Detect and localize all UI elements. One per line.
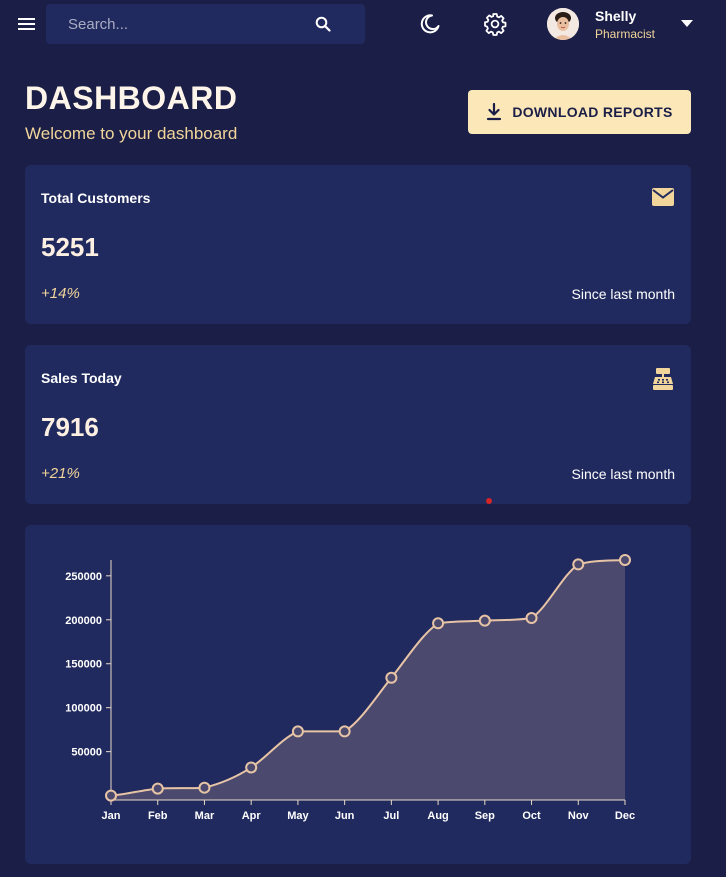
data-point: [291, 725, 304, 738]
search-input[interactable]: [68, 4, 308, 44]
x-tick-label: Feb: [148, 810, 168, 822]
indicator-dot: [486, 498, 492, 504]
chart-area-fill: [111, 560, 625, 800]
x-tick-label: Aug: [427, 810, 448, 822]
card-title: Total Customers: [41, 190, 151, 206]
data-point: [619, 554, 631, 566]
x-tick-label: Apr: [242, 810, 262, 822]
card-change: +21%: [41, 465, 80, 482]
card-title: Sales Today: [41, 370, 122, 386]
download-icon: [487, 103, 502, 121]
data-point: [432, 617, 445, 630]
x-tick-label: Jan: [102, 810, 121, 822]
x-tick-label: May: [287, 810, 309, 822]
data-point: [338, 725, 351, 738]
top-bar: Shelly Pharmacist: [0, 0, 726, 50]
download-reports-label: DOWNLOAD REPORTS: [512, 104, 673, 120]
area-chart: 50000 100000 150000 200000 250000 Jan Feb Mar Ap…: [65, 554, 635, 822]
data-point: [385, 671, 398, 684]
avatar[interactable]: [547, 8, 579, 40]
gear-icon[interactable]: [483, 12, 507, 36]
y-tick-label: 50000: [71, 747, 102, 759]
stat-card-sales: Sales Today 7916 +21% Since last month: [25, 345, 691, 504]
user-role: Pharmacist: [595, 27, 656, 41]
y-tick-label: 100000: [65, 703, 102, 715]
x-tick-label: Oct: [522, 810, 541, 822]
data-point: [198, 781, 211, 794]
search-icon[interactable]: [315, 16, 331, 32]
x-tick-label: Jul: [383, 810, 399, 822]
moon-icon[interactable]: [419, 13, 441, 35]
cash-register-icon: [653, 368, 673, 390]
page-subtitle: Welcome to your dashboard: [25, 124, 238, 143]
y-tick-label: 150000: [65, 659, 102, 671]
menu-icon[interactable]: [18, 16, 38, 32]
y-tick-label: 200000: [65, 615, 102, 627]
card-since: Since last month: [571, 466, 676, 482]
x-tick-label: Sep: [475, 810, 495, 822]
data-point: [245, 761, 258, 774]
x-tick-label: Nov: [568, 810, 590, 822]
data-point: [525, 612, 538, 625]
data-point: [572, 558, 585, 571]
stat-card-customers: Total Customers 5251 +14% Since last mon…: [25, 165, 691, 324]
card-since: Since last month: [571, 286, 676, 302]
x-tick-label: Mar: [195, 810, 215, 822]
user-name: Shelly: [595, 8, 637, 24]
card-change: +14%: [41, 285, 80, 302]
search-box[interactable]: [46, 4, 365, 44]
data-point: [151, 782, 164, 795]
data-point: [105, 789, 117, 802]
page-title: DASHBOARD: [25, 80, 238, 116]
card-value: 7916: [41, 412, 99, 442]
y-tick-label: 250000: [65, 571, 102, 583]
x-tick-label: Jun: [335, 810, 355, 822]
chart-card: 50000 100000 150000 200000 250000 Jan Feb Mar Ap…: [25, 525, 691, 864]
data-point: [478, 614, 491, 627]
card-value: 5251: [41, 232, 99, 262]
download-reports-button[interactable]: DOWNLOAD REPORTS: [468, 90, 691, 134]
chevron-down-icon[interactable]: [681, 20, 693, 28]
x-tick-label: Dec: [615, 810, 635, 822]
avatar-image: [547, 8, 579, 40]
mail-icon: [652, 188, 674, 206]
